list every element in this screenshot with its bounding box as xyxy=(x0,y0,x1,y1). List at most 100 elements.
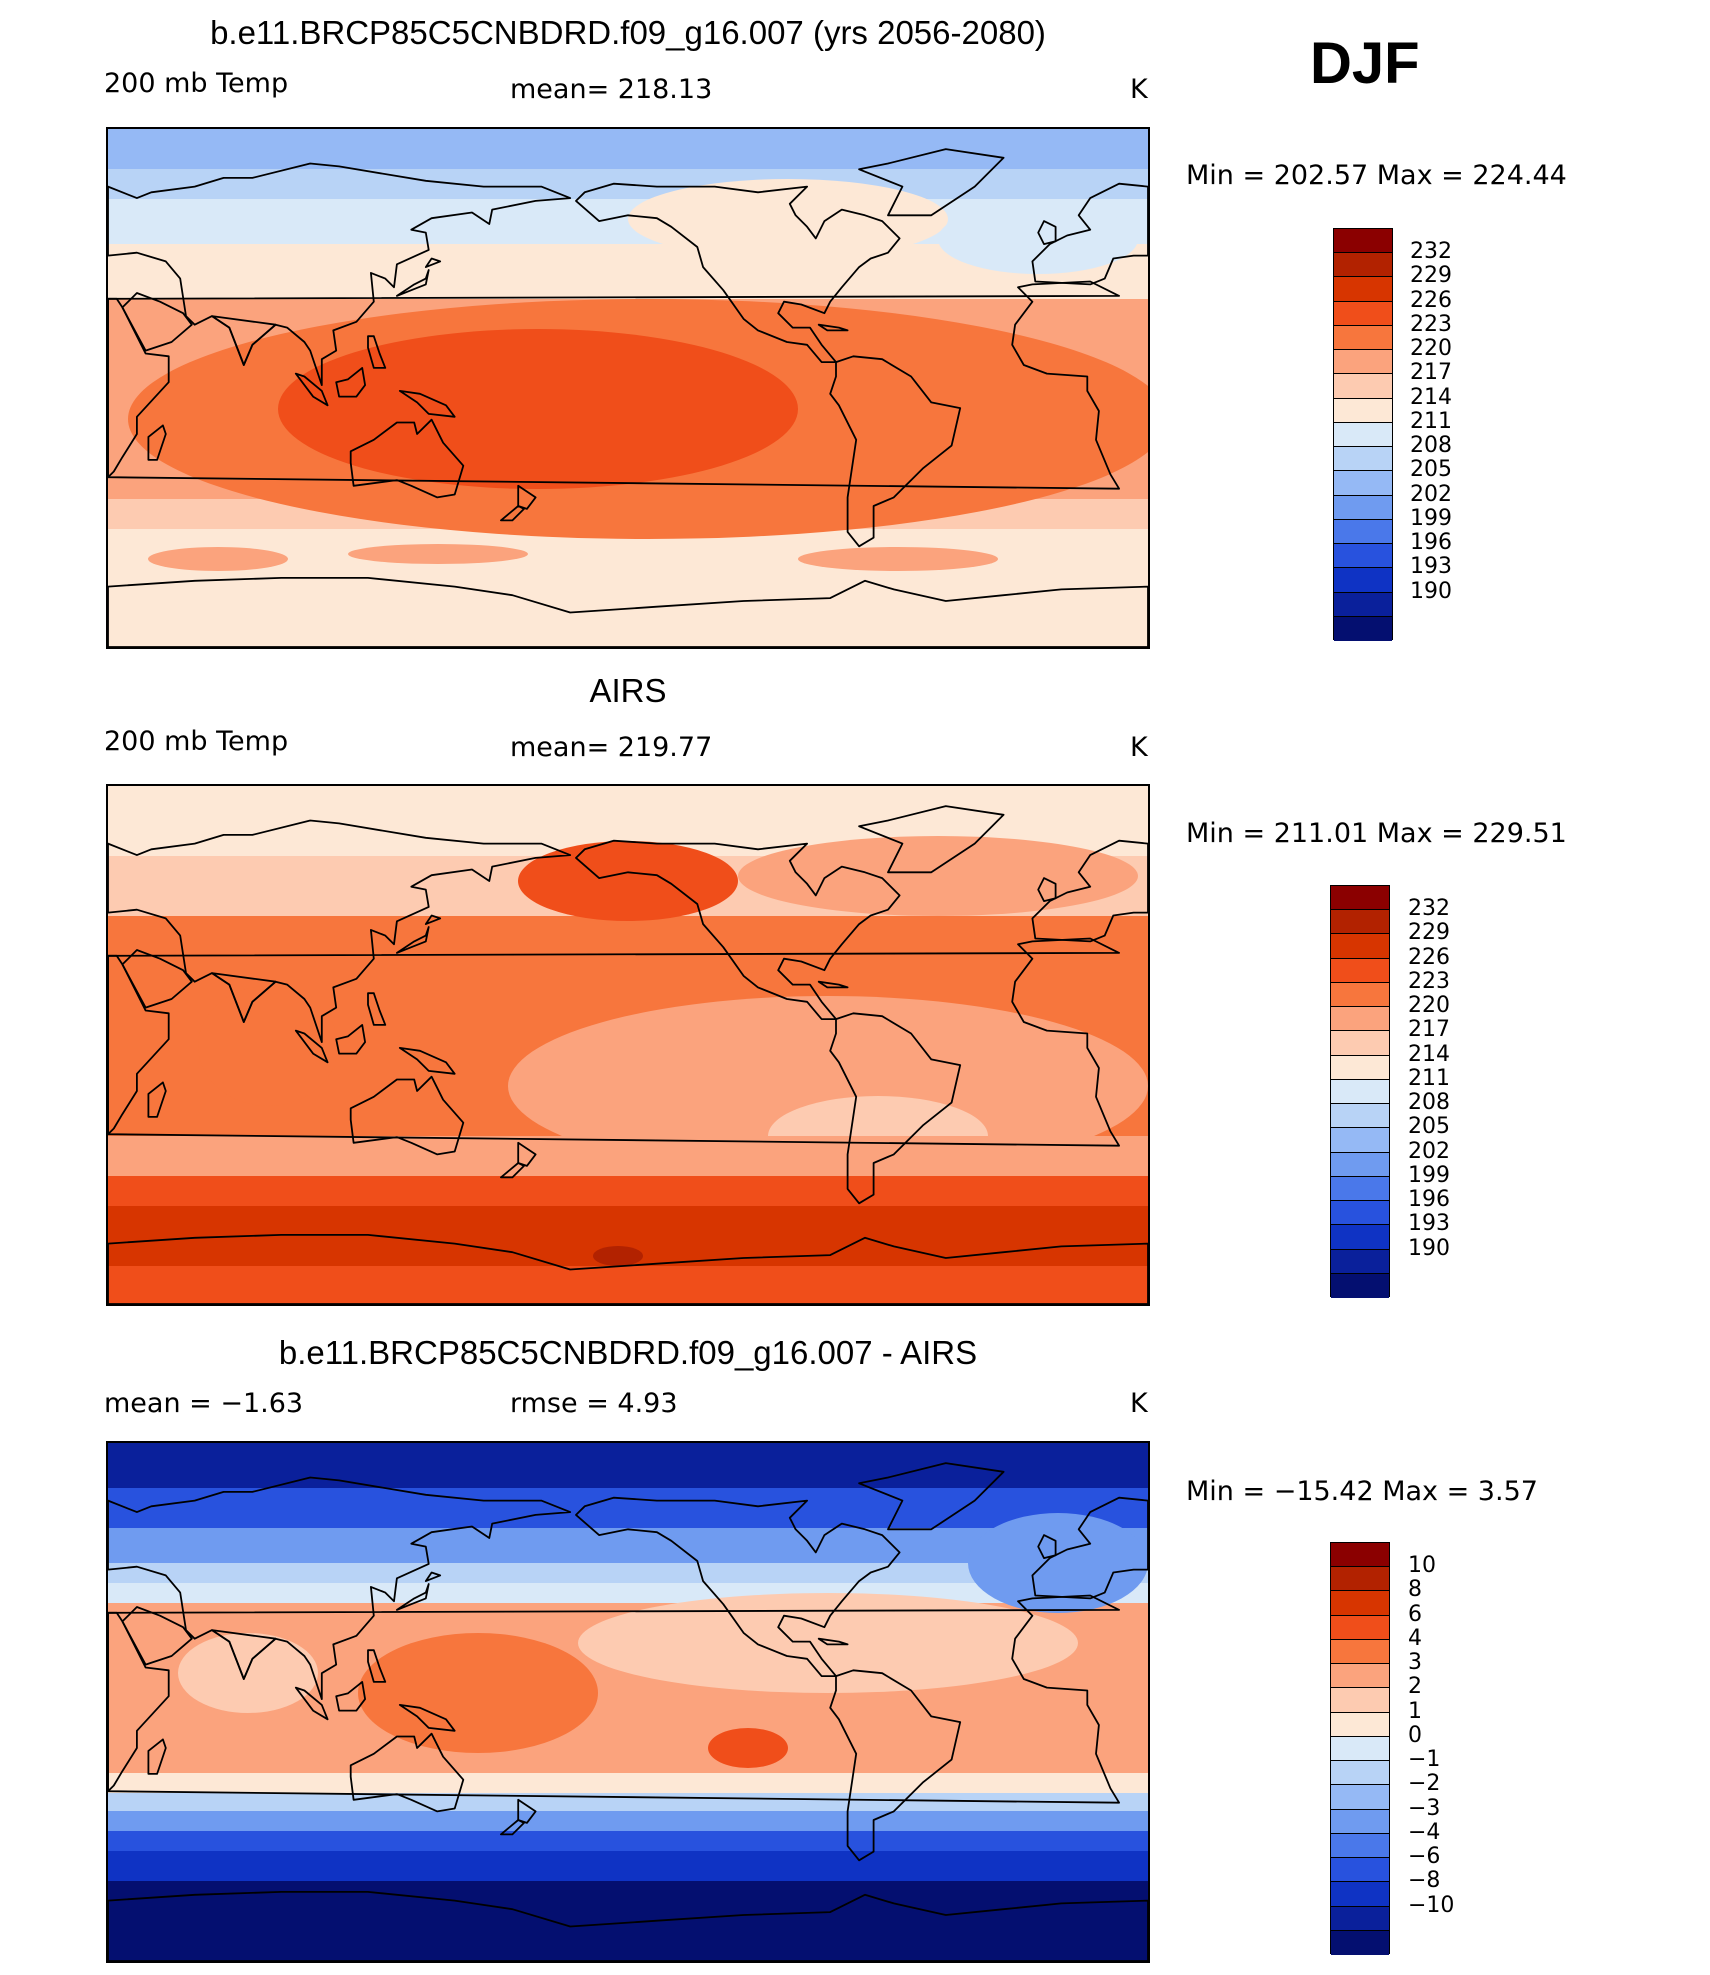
coastline xyxy=(500,1819,525,1836)
contour-band xyxy=(108,1176,1148,1206)
map-canvas xyxy=(108,1443,1148,1961)
colorbar-swatch xyxy=(1334,568,1392,593)
coastline xyxy=(294,372,329,407)
panel-2-map xyxy=(106,784,1150,1306)
coastline xyxy=(349,1075,465,1156)
colorbar-swatch xyxy=(1334,229,1392,254)
colorbar-tick-label: 0 xyxy=(1408,1722,1422,1748)
colorbar-swatch xyxy=(1334,277,1392,302)
coastline xyxy=(367,335,387,369)
panel-2-mean-label: mean= 219.77 xyxy=(510,732,713,763)
contour-region xyxy=(628,179,948,259)
colorbar-tick-label: 10 xyxy=(1408,1553,1436,1579)
colorbar-swatch xyxy=(1334,495,1392,520)
coastline xyxy=(424,1571,442,1582)
panel-1-colorbar xyxy=(1333,228,1393,641)
colorbar-tick-label: 229 xyxy=(1410,263,1452,289)
panel-1-map xyxy=(106,127,1150,649)
colorbar-swatch xyxy=(1334,519,1392,545)
colorbar-tick-label: 226 xyxy=(1408,944,1450,970)
coastline xyxy=(829,1669,962,1862)
contour-region xyxy=(348,544,528,564)
coastline xyxy=(211,315,277,366)
colorbar-swatch xyxy=(1331,886,1389,911)
colorbar-tick-label: 223 xyxy=(1408,968,1450,994)
colorbar-swatch xyxy=(1331,1858,1389,1883)
colorbar-swatch xyxy=(1334,398,1392,423)
coastline xyxy=(108,937,1120,1147)
colorbar-swatch xyxy=(1334,447,1392,472)
coastline xyxy=(108,1611,170,1793)
colorbar-swatch xyxy=(1331,1273,1389,1298)
coastline xyxy=(147,424,167,461)
contour-band xyxy=(108,1851,1148,1881)
panel-2-minmax: Min = 211.01 Max = 229.51 xyxy=(1186,818,1567,849)
contour-band xyxy=(108,129,1148,169)
colorbar-swatch xyxy=(1331,1152,1389,1177)
colorbar-tick-label: 214 xyxy=(1408,1041,1450,1067)
contour-region xyxy=(278,329,798,489)
coastline xyxy=(147,1081,167,1118)
coastline xyxy=(294,1686,329,1721)
colorbar-tick-label: 217 xyxy=(1410,360,1452,386)
colorbar-tick-label: 229 xyxy=(1408,920,1450,946)
coastline xyxy=(367,992,387,1026)
coastline xyxy=(575,839,901,1020)
coastline xyxy=(1037,220,1057,245)
coastline xyxy=(1031,182,1148,286)
colorbar-tick-label: −1 xyxy=(1408,1747,1441,1773)
colorbar-swatch xyxy=(1331,1079,1389,1105)
colorbar-tick-label: 190 xyxy=(1408,1235,1450,1261)
panel-3-title: b.e11.BRCP85C5CNBDRD.f09_g16.007 - AIRS xyxy=(278,1334,978,1371)
contour-region xyxy=(358,1633,598,1753)
coastline xyxy=(858,148,1005,217)
panel-3-colorbar xyxy=(1330,1542,1390,1955)
colorbar-swatch xyxy=(1331,1664,1389,1689)
colorbar-swatch xyxy=(1331,1688,1389,1713)
colorbar-tick-label: 199 xyxy=(1410,505,1452,531)
coastline xyxy=(396,926,430,954)
colorbar-tick-label: −6 xyxy=(1408,1844,1441,1870)
panel-2-units: K xyxy=(1130,732,1148,763)
contour-band xyxy=(108,1811,1148,1831)
colorbar-tick-label: −3 xyxy=(1408,1795,1441,1821)
coastline xyxy=(211,972,277,1023)
coastline xyxy=(500,1162,525,1179)
colorbar-tick-label: −10 xyxy=(1408,1892,1455,1918)
contour-region xyxy=(708,1728,788,1768)
coastline xyxy=(1037,877,1057,902)
coastline xyxy=(396,269,430,297)
colorbar-tick-label: 193 xyxy=(1408,1211,1450,1237)
colorbar-tick-label: 199 xyxy=(1408,1162,1450,1188)
colorbar-tick-label: −8 xyxy=(1408,1868,1441,1894)
panel-2-title: AIRS xyxy=(589,672,667,709)
coastline xyxy=(121,1606,193,1666)
colorbar-swatch xyxy=(1331,1639,1389,1665)
colorbar-swatch xyxy=(1334,544,1392,569)
colorbar-tick-label: 205 xyxy=(1410,457,1452,483)
panel-3-rmse-label: rmse = 4.93 xyxy=(510,1388,678,1419)
coastline xyxy=(108,1594,1120,1804)
coastline xyxy=(575,1496,901,1677)
colorbar-swatch xyxy=(1331,1809,1389,1834)
coastline xyxy=(1031,1496,1148,1600)
coastline xyxy=(108,1891,1148,1961)
colorbar-tick-label: 2 xyxy=(1408,1674,1422,1700)
colorbar-swatch xyxy=(1334,616,1392,641)
coastline xyxy=(335,1024,366,1055)
contour-band xyxy=(108,1563,1148,1583)
coastline xyxy=(398,390,456,418)
colorbar-swatch xyxy=(1331,1055,1389,1080)
colorbar-tick-label: 211 xyxy=(1410,408,1452,434)
coastline xyxy=(817,1637,849,1646)
panel-1-minmax: Min = 202.57 Max = 224.44 xyxy=(1186,160,1567,191)
coastline xyxy=(424,257,442,268)
colorbar-tick-label: 208 xyxy=(1410,433,1452,459)
colorbar-tick-label: 202 xyxy=(1408,1138,1450,1164)
coastline xyxy=(575,182,901,363)
coastline xyxy=(1037,1534,1057,1559)
coastline xyxy=(108,1234,1148,1304)
panel-3-mean-label: mean = −1.63 xyxy=(104,1388,304,1419)
contour-region xyxy=(198,986,338,1106)
contour-region xyxy=(798,547,998,571)
